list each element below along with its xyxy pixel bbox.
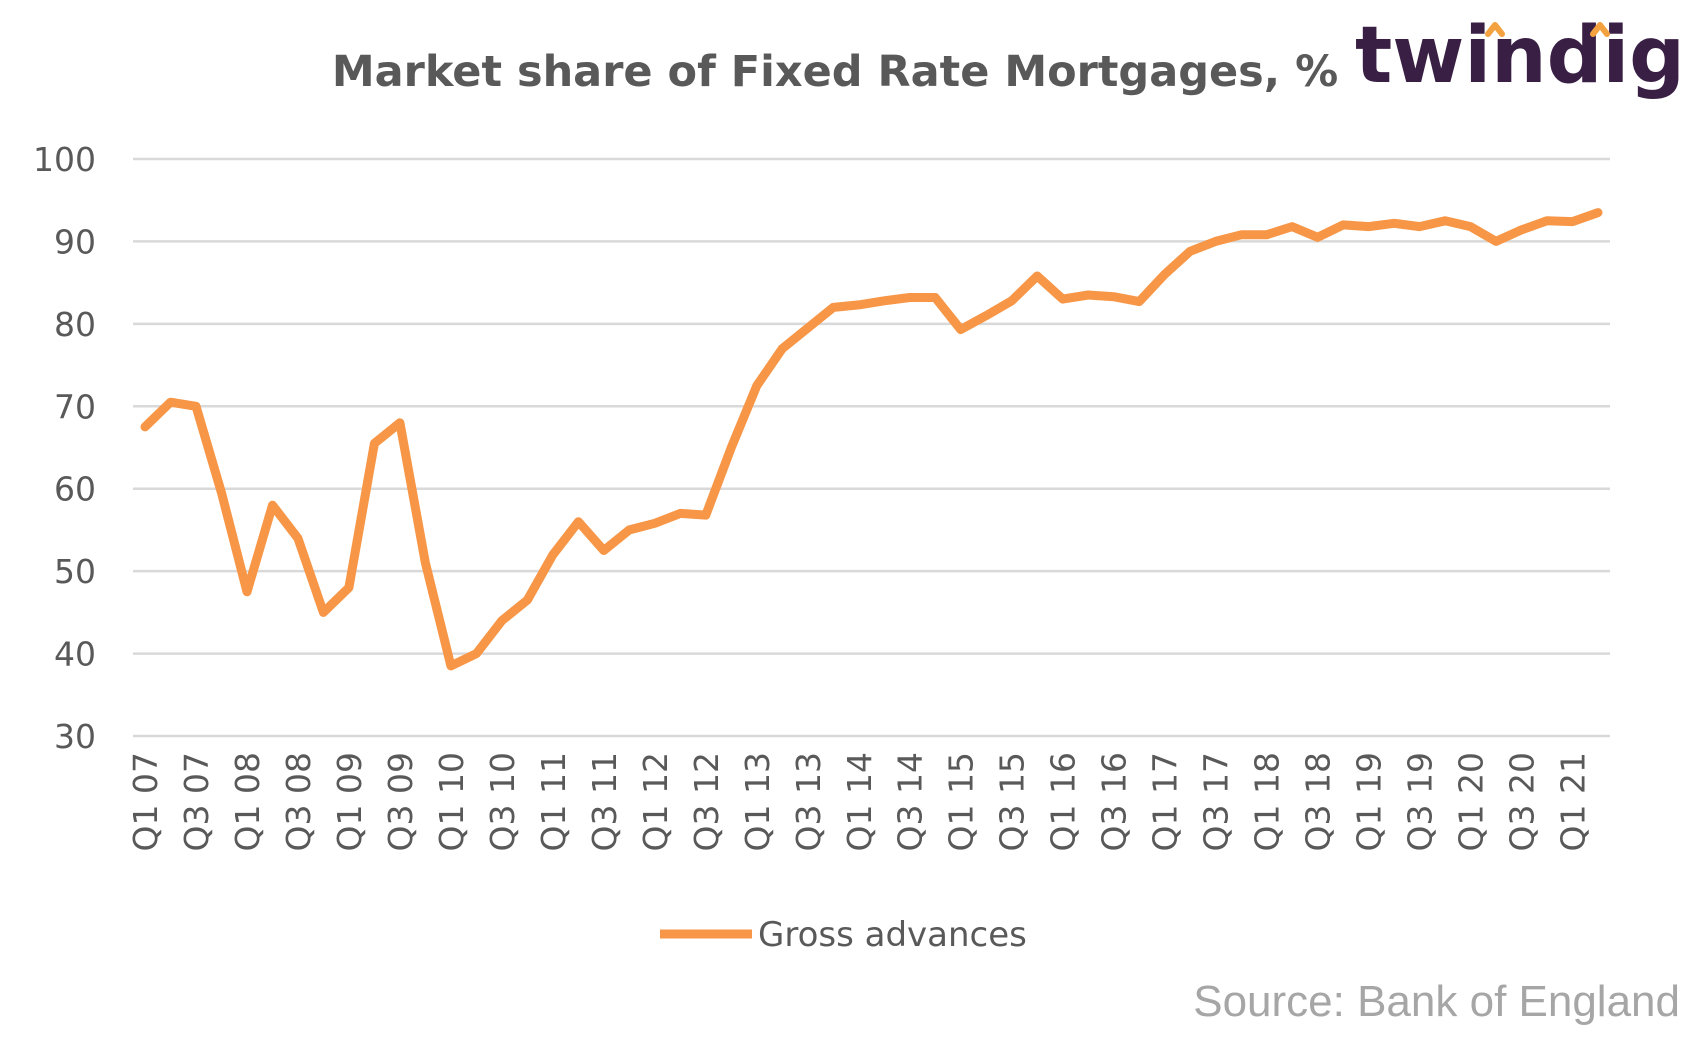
y-tick-label: 40 [54,635,96,674]
x-tick-label: Q1 10 [432,752,471,851]
x-tick-label: Q1 16 [1044,752,1083,851]
logo-caret-icon [1485,22,1505,37]
x-tick-label: Q3 15 [993,752,1032,851]
x-tick-label: Q1 12 [636,752,675,851]
y-tick-label: 50 [54,552,96,591]
x-tick-label: Q1 17 [1146,752,1185,851]
x-tick-label: Q1 14 [840,752,879,851]
series-line-0 [140,208,1603,671]
x-tick-label: Q3 13 [789,752,828,851]
x-tick-label: Q1 15 [942,752,981,851]
x-tick-label: Q3 07 [177,752,216,851]
x-tick-label: Q1 18 [1248,752,1287,851]
y-axis-ticks: 100 90 80 70 60 50 40 30 [33,140,96,756]
chart-title: Market share of Fixed Rate Mortgages, % [332,47,1338,97]
x-tick-label: Q3 19 [1401,752,1440,851]
x-tick-label: Q3 12 [687,752,726,851]
x-axis-ticks: Q1 07 Q3 07 Q1 08 Q3 08 Q1 09 Q3 09 Q1 10 Q3 10… [126,752,1593,851]
legend: Gross advances [660,915,1027,955]
y-tick-label: 70 [54,387,96,426]
x-tick-label: Q1 09 [330,752,369,851]
x-tick-label: Q3 20 [1503,752,1542,851]
legend-label: Gross advances [758,915,1027,955]
x-tick-label: Q3 09 [381,752,420,851]
y-tick-label: 90 [54,222,96,261]
x-tick-label: Q1 13 [738,752,777,851]
source-note: Source: Bank of England [1193,977,1680,1026]
gridlines [133,157,1610,738]
x-tick-label: Q1 19 [1350,752,1389,851]
x-tick-label: Q3 14 [891,752,930,851]
x-tick-label: Q1 20 [1452,752,1491,851]
y-tick-label: 60 [54,470,96,509]
y-tick-label: 80 [54,305,96,344]
x-tick-label: Q3 16 [1095,752,1134,851]
y-tick-label: 30 [54,717,96,756]
y-tick-label: 100 [33,140,96,179]
x-tick-label: Q1 21 [1554,752,1593,851]
x-tick-label: Q3 18 [1299,752,1338,851]
x-tick-label: Q1 11 [534,752,573,851]
x-tick-label: Q1 08 [228,752,267,851]
x-tick-label: Q1 07 [126,752,165,851]
logo-text: twindig [1355,11,1685,101]
x-tick-label: Q3 08 [279,752,318,851]
x-tick-label: Q3 17 [1197,752,1236,851]
series-layer [140,208,1603,671]
logo: twindig [1355,11,1685,101]
x-tick-label: Q3 11 [585,752,624,851]
logo-caret-icon-2 [1590,22,1610,37]
x-tick-label: Q3 10 [483,752,522,851]
